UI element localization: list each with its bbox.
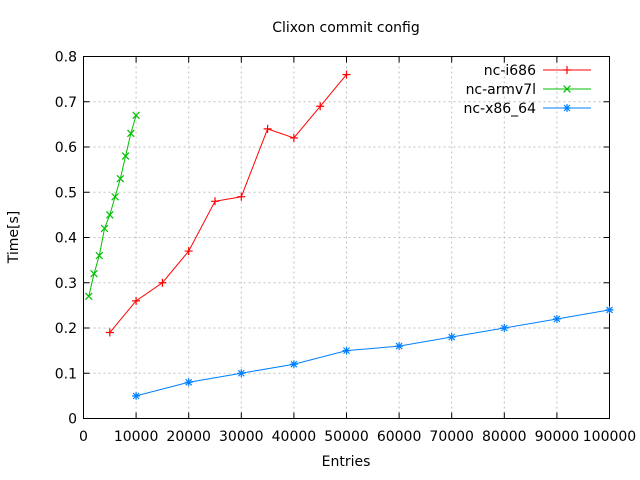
x-tick-label: 80000 xyxy=(482,429,527,445)
x-tick-label: 30000 xyxy=(219,429,264,445)
x-tick-label: 10000 xyxy=(114,429,159,445)
y-tick-label: 0.7 xyxy=(55,95,77,111)
legend-marker-nc-x86_64 xyxy=(563,104,571,112)
series-markers-nc-armv7l xyxy=(84,111,140,301)
y-tick-label: 0.4 xyxy=(55,231,77,247)
x-tick-label: 20000 xyxy=(166,429,211,445)
y-tick-label: 0.3 xyxy=(55,276,77,292)
y-tick-label: 0.5 xyxy=(55,185,77,201)
series-line-nc-i686 xyxy=(109,74,347,333)
x-tick-label: 100000 xyxy=(583,429,636,445)
x-tick-label: 90000 xyxy=(535,429,580,445)
x-axis-label: Entries xyxy=(321,454,371,470)
x-tick-label: 0 xyxy=(79,429,88,445)
y-tick-label: 0.8 xyxy=(55,50,77,66)
legend-label-nc-x86_64: nc-x86_64 xyxy=(463,101,536,117)
series-markers-nc-x86_64 xyxy=(132,305,614,400)
chart-title: Clixon commit config xyxy=(272,20,420,36)
x-tick-label: 70000 xyxy=(429,429,474,445)
legend-marker-nc-armv7l xyxy=(563,85,571,93)
series-line-nc-armv7l xyxy=(88,115,137,297)
y-tick-label: 0.2 xyxy=(55,321,77,337)
series-markers-nc-i686 xyxy=(105,70,351,337)
legend-marker-nc-i686 xyxy=(563,66,571,74)
y-tick-label: 0 xyxy=(68,412,77,428)
legend-label-nc-i686: nc-i686 xyxy=(484,63,536,79)
y-tick-label: 0.6 xyxy=(55,140,77,156)
y-tick-label: 0.1 xyxy=(55,366,77,382)
x-tick-label: 40000 xyxy=(272,429,317,445)
series-line-nc-x86_64 xyxy=(135,309,610,397)
x-tick-label: 50000 xyxy=(324,429,369,445)
x-tick-label: 60000 xyxy=(377,429,422,445)
legend-label-nc-armv7l: nc-armv7l xyxy=(466,82,536,98)
